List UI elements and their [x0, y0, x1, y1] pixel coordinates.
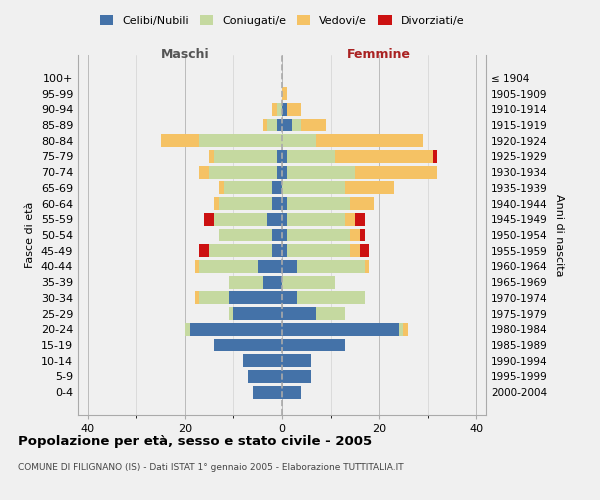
Bar	[190, 323, 282, 336]
Bar	[287, 213, 345, 226]
Bar	[282, 370, 311, 383]
Bar	[282, 244, 287, 257]
Bar	[287, 103, 301, 116]
Bar	[282, 166, 287, 178]
Bar	[258, 260, 282, 273]
Bar	[287, 150, 335, 163]
Bar	[224, 182, 272, 194]
Bar	[360, 244, 370, 257]
Bar	[287, 228, 350, 241]
Bar	[199, 244, 209, 257]
Bar	[282, 213, 287, 226]
Bar	[161, 134, 199, 147]
Bar	[282, 292, 296, 304]
Bar	[296, 260, 365, 273]
Bar	[194, 292, 199, 304]
Bar	[277, 118, 282, 132]
Bar	[282, 134, 316, 147]
Bar	[282, 228, 287, 241]
Bar	[214, 338, 282, 351]
Bar	[214, 213, 268, 226]
Y-axis label: Anni di nascita: Anni di nascita	[554, 194, 564, 276]
Bar	[282, 118, 292, 132]
Bar	[292, 118, 301, 132]
Bar	[229, 307, 233, 320]
Bar	[277, 150, 282, 163]
Bar	[350, 228, 360, 241]
Bar	[350, 244, 360, 257]
Bar	[282, 150, 287, 163]
Bar	[282, 197, 287, 210]
Bar	[345, 182, 394, 194]
Bar	[335, 150, 433, 163]
Bar	[253, 386, 282, 398]
Bar	[296, 292, 365, 304]
Bar	[282, 276, 335, 288]
Text: Popolazione per età, sesso e stato civile - 2005: Popolazione per età, sesso e stato civil…	[18, 435, 372, 448]
Bar	[282, 103, 287, 116]
Bar	[365, 260, 370, 273]
Bar	[287, 166, 355, 178]
Bar	[360, 228, 365, 241]
Bar	[272, 103, 277, 116]
Y-axis label: Fasce di età: Fasce di età	[25, 202, 35, 268]
Bar	[199, 134, 282, 147]
Bar	[282, 260, 296, 273]
Bar	[214, 197, 219, 210]
Bar	[233, 307, 282, 320]
Text: COMUNE DI FILIGNANO (IS) - Dati ISTAT 1° gennaio 2005 - Elaborazione TUTTITALIA.: COMUNE DI FILIGNANO (IS) - Dati ISTAT 1°…	[18, 462, 404, 471]
Bar	[263, 276, 282, 288]
Bar	[268, 118, 277, 132]
Bar	[350, 197, 374, 210]
Bar	[355, 213, 365, 226]
Bar	[287, 244, 350, 257]
Bar	[316, 307, 345, 320]
Text: Maschi: Maschi	[161, 48, 209, 60]
Bar	[199, 292, 229, 304]
Bar	[194, 260, 199, 273]
Bar	[277, 103, 282, 116]
Bar	[229, 292, 282, 304]
Bar	[345, 213, 355, 226]
Text: Femmine: Femmine	[347, 48, 411, 60]
Bar	[199, 260, 258, 273]
Bar	[282, 354, 311, 367]
Bar	[214, 150, 277, 163]
Bar	[316, 134, 423, 147]
Bar	[209, 244, 272, 257]
Bar	[301, 118, 326, 132]
Bar	[219, 197, 272, 210]
Bar	[268, 213, 282, 226]
Bar	[272, 228, 282, 241]
Bar	[229, 276, 263, 288]
Bar	[263, 118, 268, 132]
Bar	[282, 307, 316, 320]
Bar	[433, 150, 437, 163]
Bar	[272, 244, 282, 257]
Bar	[219, 182, 224, 194]
Bar	[209, 166, 277, 178]
Bar	[199, 166, 209, 178]
Bar	[204, 213, 214, 226]
Legend: Celibi/Nubili, Coniugati/e, Vedovi/e, Divorziati/e: Celibi/Nubili, Coniugati/e, Vedovi/e, Di…	[95, 10, 469, 30]
Bar	[282, 338, 345, 351]
Bar	[272, 197, 282, 210]
Bar	[277, 166, 282, 178]
Bar	[403, 323, 408, 336]
Bar	[355, 166, 437, 178]
Bar	[248, 370, 282, 383]
Bar	[272, 182, 282, 194]
Bar	[282, 323, 398, 336]
Bar	[185, 323, 190, 336]
Bar	[209, 150, 214, 163]
Bar	[282, 182, 345, 194]
Bar	[398, 323, 403, 336]
Bar	[282, 386, 301, 398]
Bar	[243, 354, 282, 367]
Bar	[282, 87, 287, 100]
Bar	[219, 228, 272, 241]
Bar	[287, 197, 350, 210]
